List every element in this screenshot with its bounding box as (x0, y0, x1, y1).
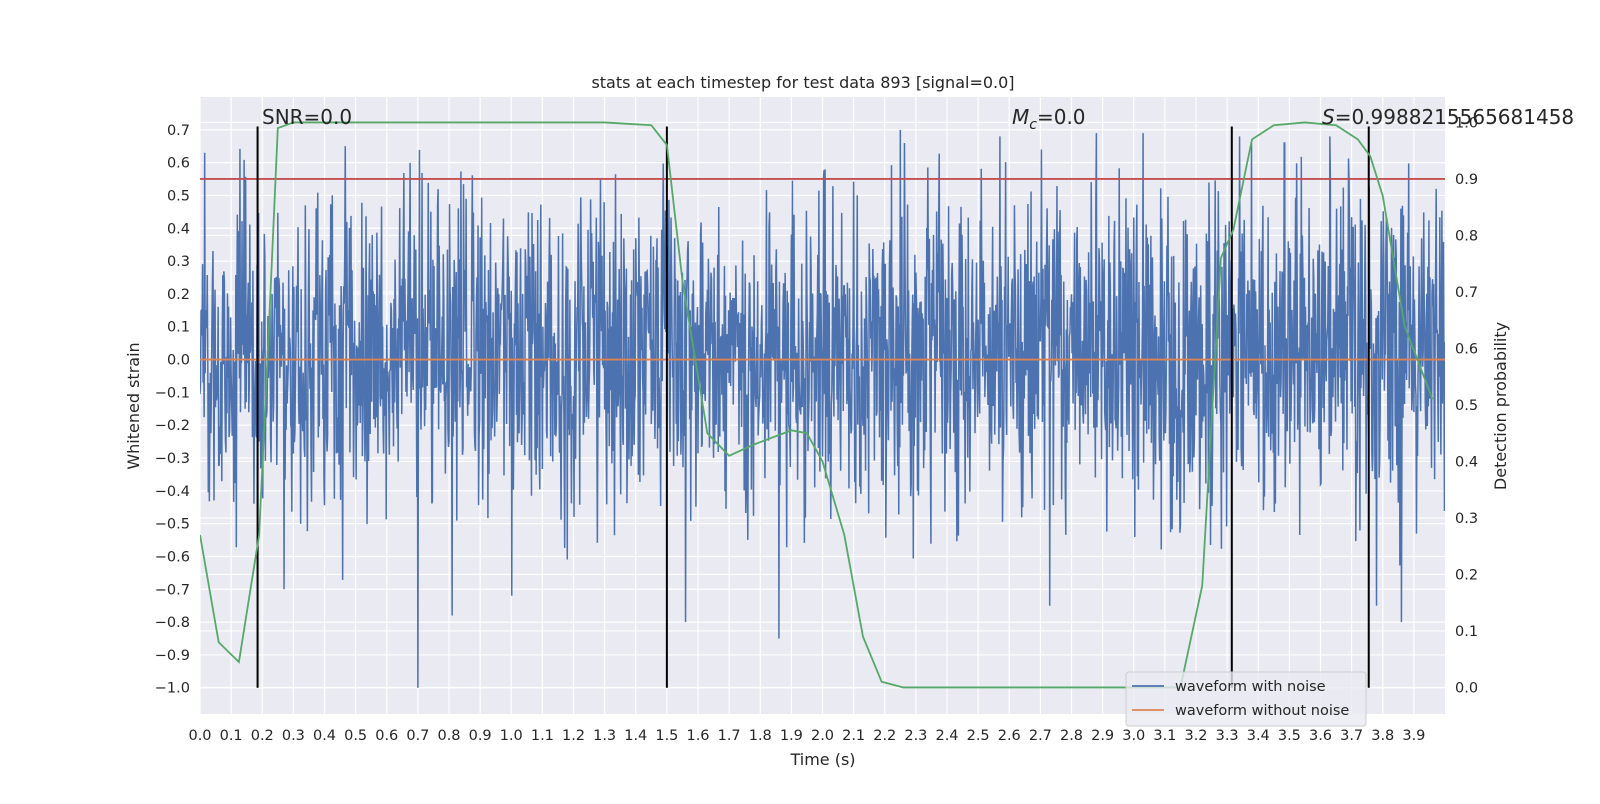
x-tick-label: 0.4 (313, 728, 336, 744)
y-tick-label: −0.5 (155, 517, 190, 533)
legend: waveform with noise waveform without noi… (1125, 671, 1367, 727)
y-tick-label: −0.8 (155, 615, 190, 631)
y-tick-label: −0.4 (155, 484, 190, 500)
series-line-detection-probability (200, 121, 1434, 689)
x-tick-label: 2.8 (1060, 728, 1083, 744)
x-axis-label: Time (s) (789, 750, 855, 769)
s-value: =0.9988215565681458 (1335, 105, 1574, 129)
mc-subscript: c (1029, 117, 1037, 133)
y-tick-label: 0.2 (167, 287, 190, 303)
y-right-tick-label: 0.6 (1455, 341, 1478, 357)
x-tick-label: 2.9 (1091, 728, 1114, 744)
x-tick-label: 3.1 (1153, 728, 1176, 744)
x-tick-label: 2.4 (935, 728, 958, 744)
x-tick-label: 0.2 (251, 728, 274, 744)
x-tick-label: 3.9 (1402, 728, 1425, 744)
mc-symbol: M (1012, 105, 1029, 129)
x-tick-label: 3.7 (1340, 728, 1363, 744)
x-tick-label: 2.3 (904, 728, 927, 744)
x-tick-label: 1.0 (500, 728, 523, 744)
x-tick-label: 0.5 (344, 728, 367, 744)
y-tick-label: −0.6 (155, 549, 190, 565)
y-tick-label: −0.7 (155, 582, 190, 598)
y-tick-label: −0.1 (155, 385, 190, 401)
y-right-axis-ticks: 1.0 0.9 0.8 0.7 0.6 0.5 0.4 0.3 0.2 0.1 0.0 (1455, 115, 1478, 696)
x-axis-ticks: 0.0 0.1 0.2 0.3 0.4 0.5 0.6 0.7 0.8 0.9 1.0 1.1 1.2 1… (188, 728, 1425, 744)
x-tick-label: 1.6 (686, 728, 709, 744)
x-tick-label: 1.1 (531, 728, 554, 744)
y-tick-label: −0.3 (155, 451, 190, 467)
chart-title: stats at each timestep for test data 893… (591, 73, 1014, 92)
x-tick-label: 3.2 (1184, 728, 1207, 744)
y-right-tick-label: 0.2 (1455, 567, 1478, 583)
x-tick-label: 0.3 (282, 728, 305, 744)
x-tick-label: 3.3 (1216, 728, 1239, 744)
x-tick-label: 0.6 (375, 728, 398, 744)
y-axis-label: Whitened strain (124, 342, 143, 469)
y-tick-label: −1.0 (155, 681, 190, 697)
y-tick-label: 0.1 (167, 320, 190, 336)
x-tick-label: 2.1 (842, 728, 865, 744)
x-tick-label: 2.6 (998, 728, 1021, 744)
x-tick-label: 2.0 (811, 728, 834, 744)
legend-label-noise: waveform with noise (1175, 679, 1326, 695)
x-tick-label: 0.7 (406, 728, 429, 744)
x-tick-label: 3.5 (1278, 728, 1301, 744)
y-tick-label: 0.5 (167, 188, 190, 204)
x-tick-label: 0.0 (188, 728, 211, 744)
x-tick-label: 1.2 (562, 728, 585, 744)
snr-annotation: SNR=0.0 (262, 105, 352, 129)
y-tick-label: 0.3 (167, 254, 190, 270)
y-right-tick-label: 0.7 (1455, 285, 1478, 301)
y-tick-label: 0.4 (167, 221, 190, 237)
y-right-axis-label: Detection probability (1491, 322, 1510, 490)
x-tick-label: 2.5 (967, 728, 990, 744)
x-tick-label: 3.8 (1371, 728, 1394, 744)
y-tick-label: 0.6 (167, 156, 190, 172)
y-right-tick-label: 0.9 (1455, 172, 1478, 188)
x-tick-label: 0.9 (469, 728, 492, 744)
y-right-tick-label: 0.3 (1455, 511, 1478, 527)
x-tick-label: 2.7 (1029, 728, 1052, 744)
plot-layer (200, 121, 1445, 689)
y-tick-label: 0.7 (167, 123, 190, 139)
x-tick-label: 1.5 (655, 728, 678, 744)
y-right-tick-label: 0.5 (1455, 398, 1478, 414)
x-tick-label: 0.8 (437, 728, 460, 744)
x-tick-label: 1.8 (749, 728, 772, 744)
series-line-waveform-with-noise (200, 129, 1445, 688)
y-right-tick-label: 0.4 (1455, 454, 1478, 470)
x-tick-label: 0.1 (220, 728, 243, 744)
x-tick-label: 2.2 (873, 728, 896, 744)
y-right-tick-label: 1.0 (1455, 115, 1478, 131)
x-tick-label: 1.4 (624, 728, 647, 744)
legend-label-clean: waveform without noise (1175, 703, 1349, 719)
x-tick-label: 1.3 (593, 728, 616, 744)
s-annotation: S=0.9988215565681458 (1322, 105, 1574, 129)
y-axis-ticks: 0.7 0.6 0.5 0.4 0.3 0.2 0.1 0.0 −0.1 −0.2 −0.3 −0.4… (155, 123, 190, 697)
x-tick-label: 3.4 (1247, 728, 1270, 744)
s-symbol: S (1322, 105, 1335, 129)
y-right-tick-label: 0.0 (1455, 680, 1478, 696)
legend-box (1125, 671, 1367, 727)
y-right-tick-label: 0.8 (1455, 228, 1478, 244)
y-right-tick-label: 0.1 (1455, 624, 1478, 640)
y-tick-label: −0.2 (155, 418, 190, 434)
y-tick-label: −0.9 (155, 648, 190, 664)
mc-annotation: Mc=0.0 (1012, 105, 1086, 133)
x-tick-label: 1.7 (718, 728, 741, 744)
x-tick-label: 3.0 (1122, 728, 1145, 744)
x-tick-label: 3.6 (1309, 728, 1332, 744)
mc-value: =0.0 (1037, 105, 1086, 129)
y-tick-label: 0.0 (167, 353, 190, 369)
x-tick-label: 1.9 (780, 728, 803, 744)
